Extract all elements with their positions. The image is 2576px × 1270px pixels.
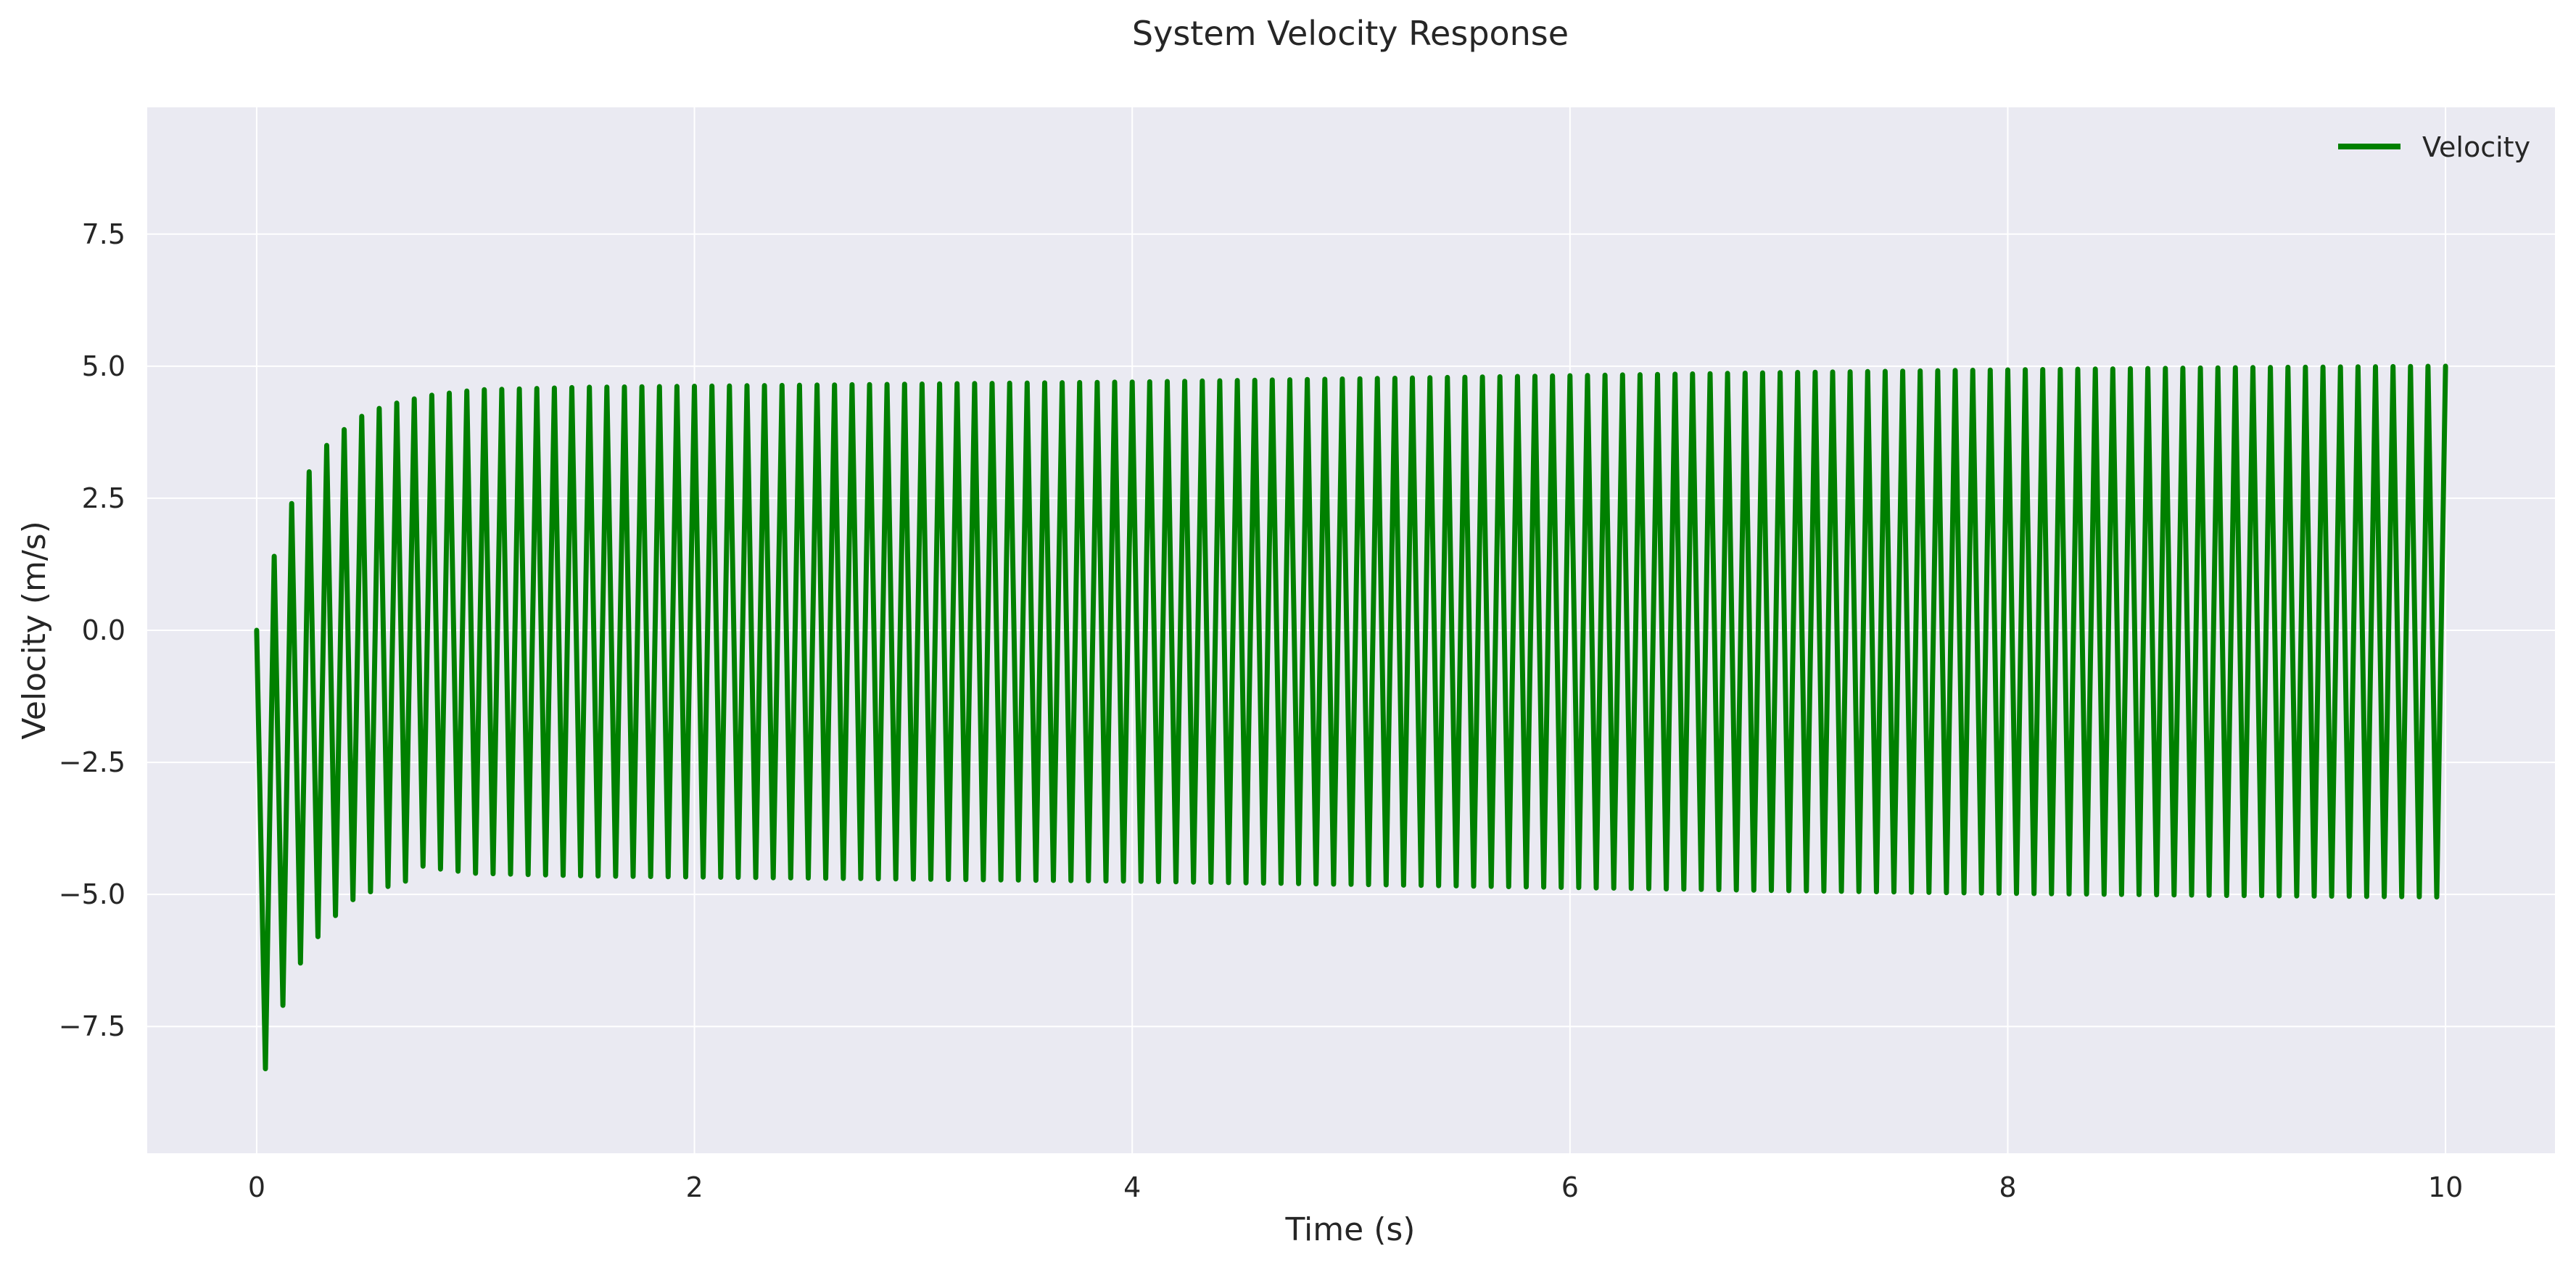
y-tick-label: 5.0 — [82, 350, 125, 382]
legend: Velocity — [2338, 131, 2530, 163]
x-tick-label: 8 — [1999, 1171, 2016, 1203]
y-tick-label: −7.5 — [59, 1010, 125, 1042]
x-tick-label: 6 — [1561, 1171, 1579, 1203]
x-tick-label: 2 — [685, 1171, 703, 1203]
y-tick-label: −2.5 — [59, 746, 125, 778]
y-tick-label: −5.0 — [59, 878, 125, 910]
x-tick-label: 4 — [1123, 1171, 1141, 1203]
series-line-velocity — [254, 363, 2448, 1071]
legend-label-velocity: Velocity — [2422, 131, 2530, 163]
y-tick-label: 2.5 — [82, 482, 125, 514]
chart-title: System Velocity Response — [1132, 14, 1569, 53]
x-tick-label: 10 — [2428, 1171, 2463, 1203]
y-tick-labels: −7.5 −5.0 −2.5 0.0 2.5 5.0 7.5 — [59, 218, 125, 1042]
y-tick-label: 7.5 — [82, 218, 125, 250]
y-axis-label: Velocity (m/s) — [16, 521, 53, 740]
y-tick-label: 0.0 — [82, 614, 125, 646]
series-lines — [254, 363, 2448, 1071]
x-axis-label: Time (s) — [1285, 1211, 1416, 1248]
x-tick-labels: 0 2 4 6 8 10 — [248, 1171, 2463, 1203]
x-tick-label: 0 — [248, 1171, 265, 1203]
